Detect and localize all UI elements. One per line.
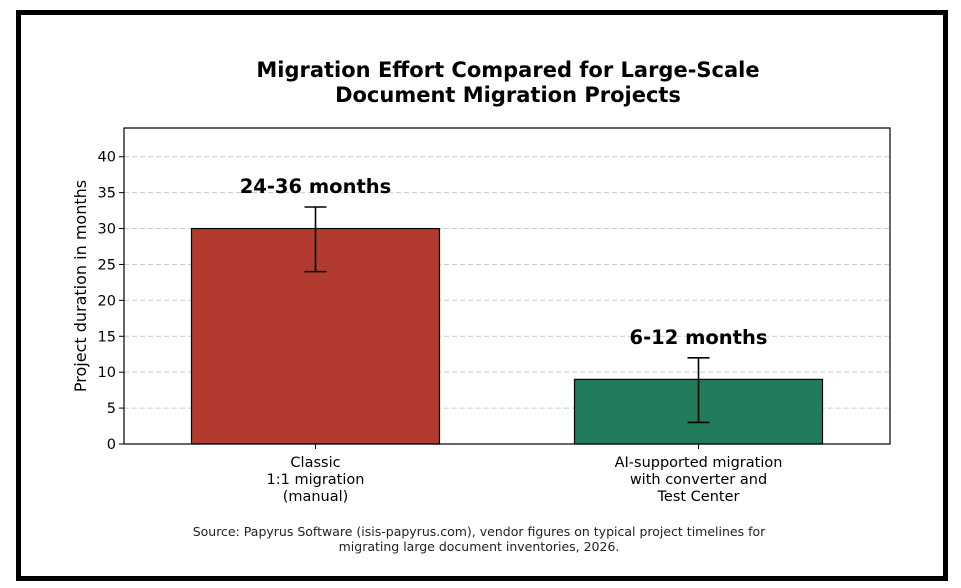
x-axis-ticks: Classic 1:1 migration (manual) AI-supported… [267,444,783,505]
x-tick-label-1: Classic 1:1 migration (manual) [267,455,365,505]
y-axis-label: Project duration in months [71,180,90,392]
y-axis-ticks: 0 5 10 15 20 25 30 35 40 [98,150,124,453]
y-tick-label: 10 [98,365,116,381]
error-bar-2 [687,357,710,424]
y-tick-label: 40 [98,150,116,166]
chart-title-line-1: Migration Effort Compared for Large-Scal… [256,58,759,82]
chart-title-line-2: Document Migration Projects [335,83,681,107]
y-tick-label: 30 [98,222,116,238]
y-tick-label: 0 [107,437,116,453]
bar-annotations: 24-36 months 6-12 months [240,175,768,349]
y-tick-label: 15 [98,329,116,345]
source-note: Source: Papyrus Software (isis-papyrus.c… [193,524,766,554]
bar-annotation-2: 6-12 months [630,326,768,349]
y-tick-label: 5 [107,401,116,417]
error-bar-1 [304,206,327,273]
y-tick-label: 35 [98,186,116,202]
y-tick-label: 20 [98,293,116,309]
source-line-2: migrating large document inventories, 20… [339,539,620,554]
plot-area [123,127,891,445]
source-line-1: Source: Papyrus Software (isis-papyrus.c… [193,524,766,539]
chart-frame [16,10,948,581]
bar-annotation-1: 24-36 months [240,175,392,198]
chart-title: Migration Effort Compared for Large-Scal… [256,58,759,107]
error-bars [304,206,710,424]
x-tick-label-2: AI-supported migration with converter and… [615,455,783,505]
y-tick-label: 25 [98,257,116,273]
